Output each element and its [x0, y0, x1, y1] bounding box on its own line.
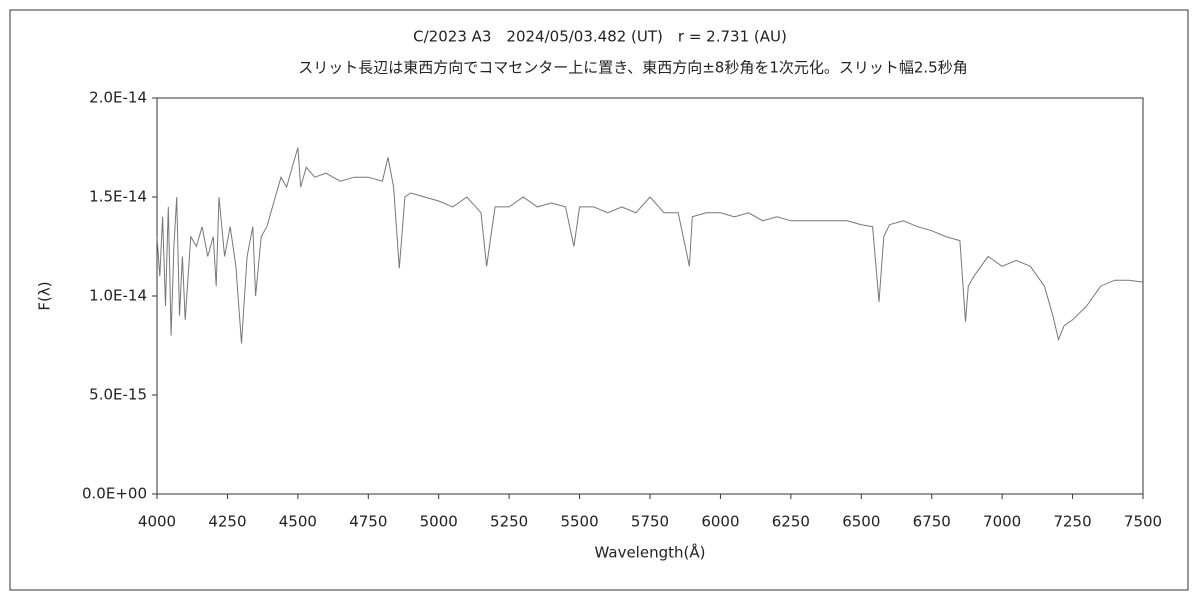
- x-tick-label: 6000: [701, 513, 739, 531]
- x-tick-label: 6500: [842, 513, 880, 531]
- x-axis-label: Wavelength(Å): [595, 543, 706, 562]
- chart-subtitle: スリット長辺は東西方向でコマセンター上に置き、東西方向±8秒角を1次元化。スリッ…: [298, 59, 967, 77]
- x-tick-label: 4250: [208, 513, 246, 531]
- y-tick-label: 1.5E-14: [89, 188, 147, 206]
- y-tick-label: 5.0E-15: [89, 386, 147, 404]
- x-tick-label: 5500: [560, 513, 598, 531]
- x-tick-label: 7000: [983, 513, 1021, 531]
- chart-title: C/2023 A3 2024/05/03.482 (UT) r = 2.731 …: [413, 28, 787, 46]
- spectrum-line: [156, 147, 1144, 344]
- y-tick-label: 0.0E+00: [82, 485, 147, 503]
- x-tick-label: 4750: [349, 513, 387, 531]
- y-axis-label: F(λ): [36, 281, 54, 310]
- x-tick-label: 5750: [631, 513, 669, 531]
- x-tick-label: 5000: [420, 513, 458, 531]
- x-tick-label: 7250: [1053, 513, 1091, 531]
- x-tick-label: 5250: [490, 513, 528, 531]
- x-tick-label: 6250: [772, 513, 810, 531]
- x-tick-label: 4000: [138, 513, 176, 531]
- x-tick-label: 4500: [279, 513, 317, 531]
- outer-frame: [9, 9, 1189, 591]
- y-tick-label: 1.0E-14: [89, 287, 147, 305]
- y-tick-label: 2.0E-14: [89, 89, 147, 107]
- plot-frame: [156, 97, 1144, 495]
- x-tick-label: 6750: [913, 513, 951, 531]
- x-tick-label: 7500: [1124, 513, 1162, 531]
